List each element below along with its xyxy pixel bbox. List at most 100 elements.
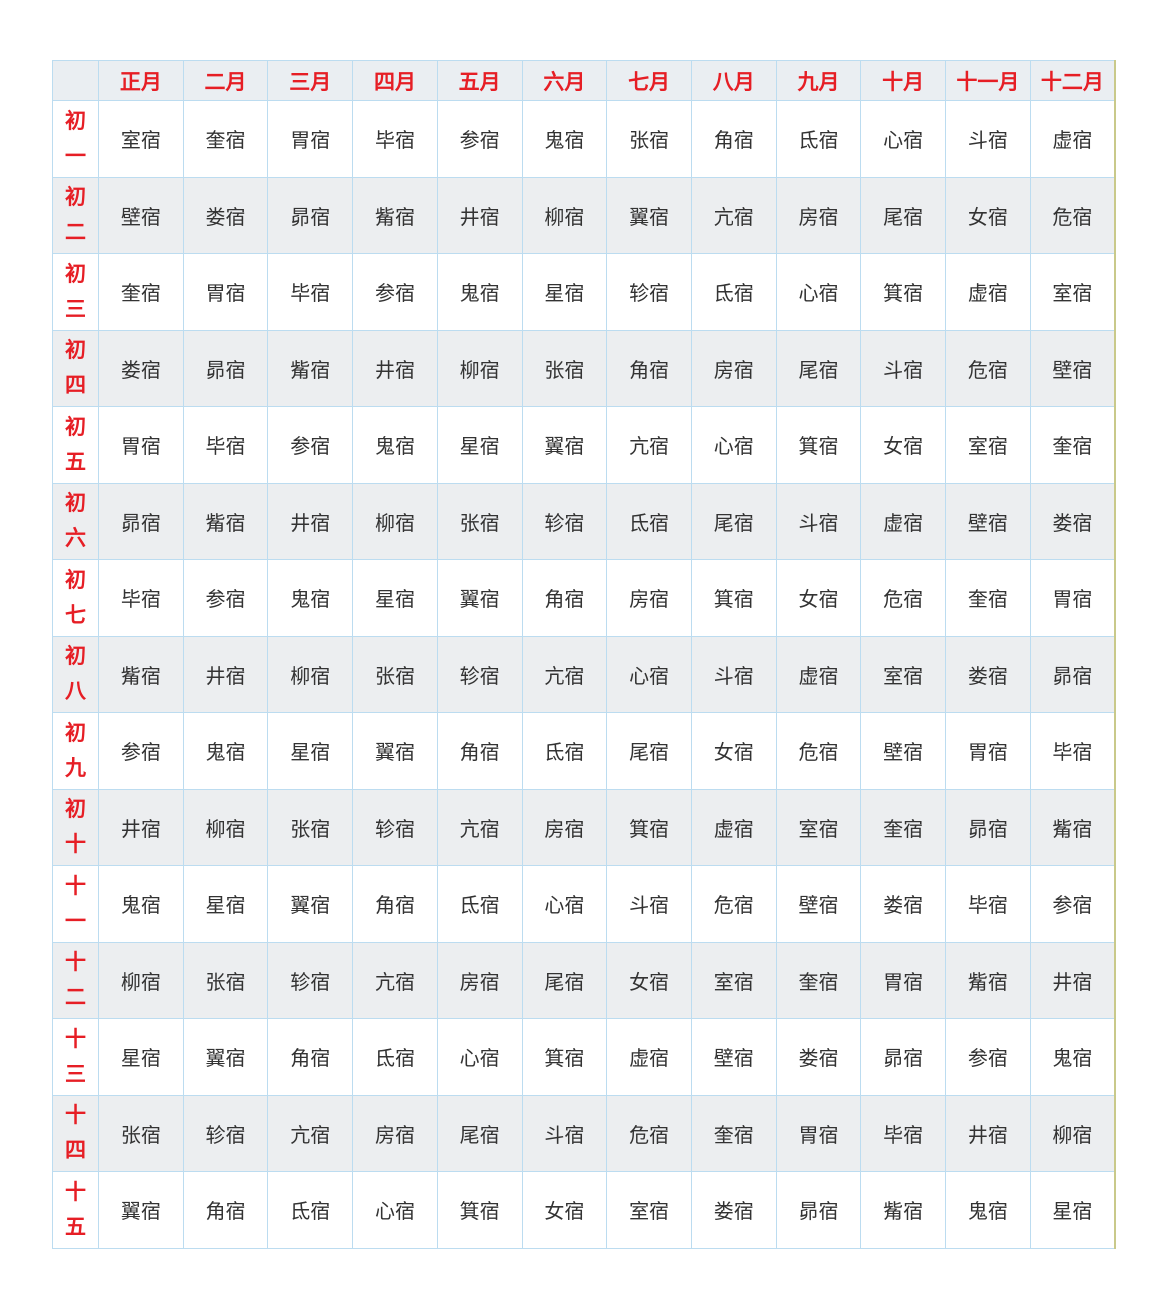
mansion-cell: 虚宿	[606, 1018, 692, 1096]
mansion-cell: 心宿	[521, 865, 608, 943]
mansion-cell: 柳宿	[98, 941, 184, 1019]
mansion-cell: 奎宿	[182, 100, 269, 178]
day-label: 十二	[52, 941, 99, 1019]
mansion-cell: 参宿	[352, 253, 438, 331]
day-label: 十五	[52, 1171, 99, 1249]
month-header: 十二月	[1029, 60, 1116, 101]
mansion-cell: 轸宿	[182, 1094, 269, 1172]
mansion-cell: 轸宿	[352, 788, 438, 866]
mansion-cell: 鬼宿	[182, 712, 269, 790]
mansion-cell: 轸宿	[436, 635, 523, 713]
month-header: 七月	[606, 60, 692, 101]
mansion-cell: 氐宿	[521, 712, 608, 790]
month-header: 三月	[267, 60, 354, 101]
mansion-cell: 斗宿	[521, 1094, 608, 1172]
mansion-cell: 毕宿	[1029, 712, 1116, 790]
mansion-cell: 娄宿	[690, 1171, 777, 1249]
mansion-cell: 胃宿	[945, 712, 1031, 790]
mansion-cell: 尾宿	[521, 941, 608, 1019]
day-label-char: 三	[65, 296, 86, 321]
mansion-cell: 危宿	[606, 1094, 692, 1172]
mansion-cell: 柳宿	[1029, 1094, 1116, 1172]
mansion-cell: 斗宿	[606, 865, 692, 943]
mansion-cell: 鬼宿	[1029, 1018, 1116, 1096]
day-label-char: 初	[65, 797, 86, 822]
mansion-cell: 毕宿	[182, 406, 269, 484]
month-header: 十月	[860, 60, 947, 101]
mansion-cell: 昴宿	[267, 176, 354, 254]
mansion-cell: 箕宿	[690, 559, 777, 637]
day-label-char: 五	[65, 449, 86, 474]
mansion-cell: 氐宿	[606, 482, 692, 560]
day-label: 初八	[52, 635, 99, 713]
mansion-cell: 参宿	[98, 712, 184, 790]
mansion-cell: 昴宿	[860, 1018, 947, 1096]
mansion-cell: 室宿	[606, 1171, 692, 1249]
mansion-cell: 翼宿	[182, 1018, 269, 1096]
mansion-cell: 张宿	[352, 635, 438, 713]
mansion-cell: 室宿	[1029, 253, 1116, 331]
day-label-char: 初	[65, 338, 86, 363]
table-row: 十三星宿 翼宿 角宿 氐宿 心宿 箕宿 虚宿 壁宿 娄宿 昴宿 参宿 鬼宿	[52, 1018, 1116, 1096]
mansion-cell: 胃宿	[775, 1094, 862, 1172]
mansion-cell: 角宿	[521, 559, 608, 637]
mansion-cell: 女宿	[606, 941, 692, 1019]
mansion-cell: 觜宿	[945, 941, 1031, 1019]
mansion-cell: 星宿	[521, 253, 608, 331]
mansion-cell: 心宿	[436, 1018, 523, 1096]
mansion-cell: 女宿	[690, 712, 777, 790]
mansion-cell: 壁宿	[1029, 329, 1116, 407]
mansion-cell: 参宿	[436, 100, 523, 178]
mansion-cell: 星宿	[436, 406, 523, 484]
day-label-char: 四	[65, 1138, 86, 1163]
mansion-cell: 参宿	[267, 406, 354, 484]
mansion-cell: 虚宿	[860, 482, 947, 560]
mansion-cell: 箕宿	[521, 1018, 608, 1096]
mansion-cell: 柳宿	[436, 329, 523, 407]
mansion-cell: 心宿	[690, 406, 777, 484]
day-label: 初一	[52, 100, 99, 178]
table-row: 十二柳宿 张宿 轸宿 亢宿 房宿 尾宿 女宿 室宿 奎宿 胃宿 觜宿 井宿	[52, 941, 1116, 1019]
mansion-cell: 轸宿	[267, 941, 354, 1019]
mansion-cell: 参宿	[1029, 865, 1116, 943]
mansion-cell: 尾宿	[860, 176, 947, 254]
mansion-cell: 虚宿	[690, 788, 777, 866]
mansion-cell: 翼宿	[98, 1171, 184, 1249]
mansion-cell: 斗宿	[690, 635, 777, 713]
day-label-char: 九	[65, 755, 86, 780]
table-row: 初九参宿 鬼宿 星宿 翼宿 角宿 氐宿 尾宿 女宿 危宿 壁宿 胃宿 毕宿	[52, 712, 1116, 790]
mansion-cell: 星宿	[1029, 1171, 1116, 1249]
mansion-cell: 虚宿	[1029, 100, 1116, 178]
table-row: 十五翼宿 角宿 氐宿 心宿 箕宿 女宿 室宿 娄宿 昴宿 觜宿 鬼宿 星宿	[52, 1171, 1116, 1249]
mansion-cell: 昴宿	[945, 788, 1031, 866]
day-label: 初七	[52, 559, 99, 637]
mansion-cell: 觜宿	[267, 329, 354, 407]
mansion-cell: 觜宿	[98, 635, 184, 713]
mansion-cell: 壁宿	[690, 1018, 777, 1096]
mansion-cell: 壁宿	[860, 712, 947, 790]
mansion-cell: 星宿	[98, 1018, 184, 1096]
mansion-cell: 室宿	[98, 100, 184, 178]
mansion-cell: 娄宿	[860, 865, 947, 943]
mansion-cell: 轸宿	[606, 253, 692, 331]
mansion-cell: 虚宿	[945, 253, 1031, 331]
mansion-cell: 井宿	[182, 635, 269, 713]
mansion-cell: 氐宿	[267, 1171, 354, 1249]
day-label-char: 四	[65, 373, 86, 398]
mansion-cell: 张宿	[98, 1094, 184, 1172]
mansion-cell: 尾宿	[690, 482, 777, 560]
month-header: 四月	[352, 60, 438, 101]
mansion-cell: 参宿	[945, 1018, 1031, 1096]
day-label-char: 初	[65, 185, 86, 210]
table-row: 初八觜宿 井宿 柳宿 张宿 轸宿 亢宿 心宿 斗宿 虚宿 室宿 娄宿 昴宿	[52, 635, 1116, 713]
mansion-cell: 毕宿	[267, 253, 354, 331]
month-header: 二月	[182, 60, 269, 101]
mansion-cell: 亢宿	[267, 1094, 354, 1172]
mansion-cell: 尾宿	[775, 329, 862, 407]
mansion-cell: 娄宿	[98, 329, 184, 407]
month-header: 八月	[690, 60, 777, 101]
day-label: 初二	[52, 176, 99, 254]
table-row: 十一鬼宿 星宿 翼宿 角宿 氐宿 心宿 斗宿 危宿 壁宿 娄宿 毕宿 参宿	[52, 865, 1116, 943]
day-label-char: 六	[65, 526, 86, 551]
day-label: 初四	[52, 329, 99, 407]
